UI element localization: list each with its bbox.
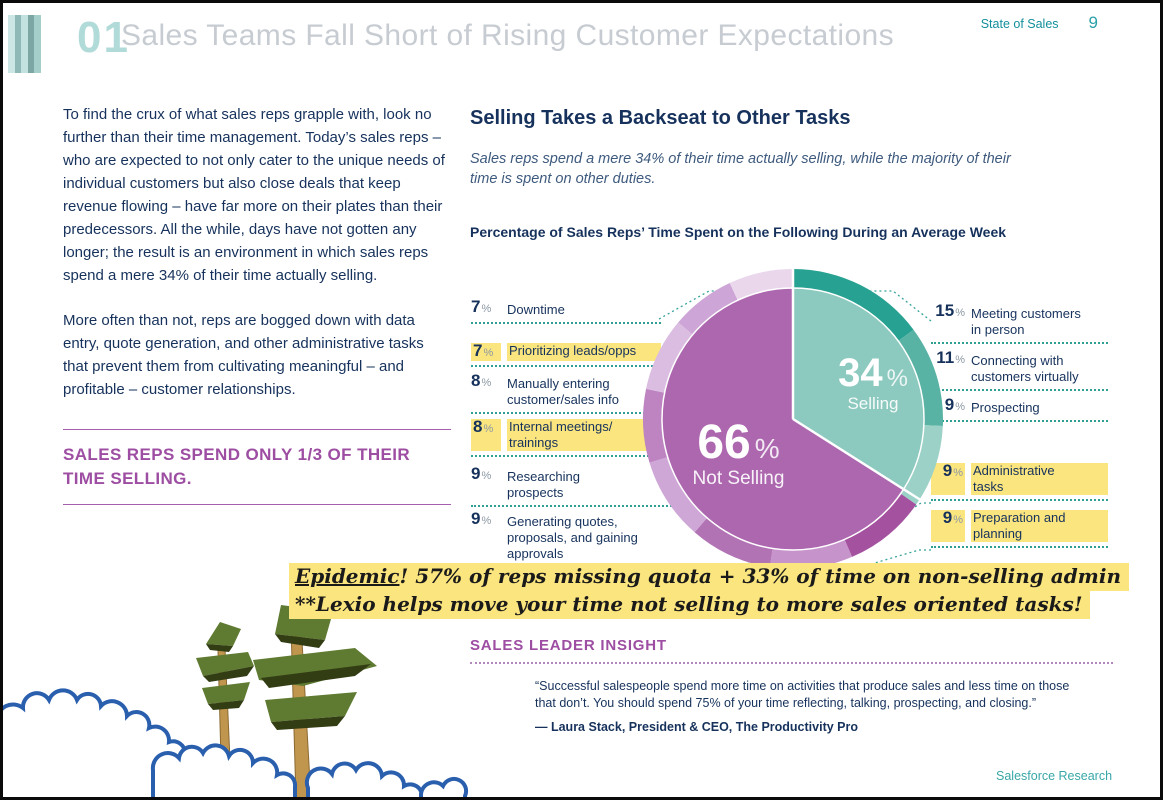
insight-quote: “Successful salespeople spend more time …	[535, 679, 1070, 710]
chart-label-row: 9% Administrative tasks	[931, 462, 1108, 501]
annotation-line-1: Epidemic! 57% of reps missing quota + 33…	[289, 563, 1129, 591]
handwritten-annotation: Epidemic! 57% of reps missing quota + 33…	[289, 563, 1129, 619]
clouds-decoration	[3, 688, 469, 797]
pie-label-selling: 34% Selling	[808, 353, 938, 414]
selling-label: Selling	[847, 394, 899, 413]
chart-label-row: 9% Prospecting	[931, 395, 1108, 422]
small-tree-icon	[196, 622, 254, 761]
label-text: Manually entering customer/sales info	[507, 376, 619, 407]
label-value: 9%	[931, 509, 965, 542]
not-selling-label: Not Selling	[692, 468, 785, 489]
label-text: Generating quotes, proposals, and gainin…	[507, 514, 638, 561]
label-text: Prospecting	[971, 400, 1040, 415]
trees-clouds-illustration	[3, 605, 469, 797]
chart-label-row: 8% Internal meetings/ trainings	[471, 418, 657, 457]
chart-label-row: 9% Researching prospects	[471, 464, 703, 507]
annotation-line-2: **Lexio helps move your time not selling…	[289, 591, 1091, 619]
chart-title: Percentage of Sales Reps’ Time Spent on …	[470, 224, 1007, 240]
insight-divider	[470, 662, 1113, 664]
header-stripes-decoration	[8, 15, 41, 73]
label-value: 8%	[471, 371, 492, 390]
chart-label-row: 9% Generating quotes, proposals, and gain…	[471, 509, 755, 568]
page-number: 9	[1088, 13, 1098, 32]
sales-leader-insight: SALES LEADER INSIGHT “Successful salespe…	[470, 637, 1113, 734]
insight-attribution: — Laura Stack, President & CEO, The Prod…	[535, 720, 858, 734]
not-selling-percent-value: 66	[697, 416, 751, 469]
intro-paragraph-1: To find the crux of what sales reps grap…	[63, 106, 445, 284]
report-name: State of Sales	[980, 17, 1059, 31]
chart-label-row: 15% Meeting customers in person	[931, 301, 1108, 344]
label-value: 15%	[935, 301, 965, 320]
annotation-lead-word: Epidemic	[295, 564, 400, 588]
chart-label-row: 9% Preparation and planning	[931, 509, 1108, 548]
pie-chart: 7% Downtime 7% Prioritizing leads/opps 8% Man…	[463, 261, 1113, 573]
chart-label-row: 11% Connecting with customers virtually	[931, 348, 1108, 391]
chart-label-row: 7% Prioritizing leads/opps	[471, 342, 661, 367]
label-text: Administrative tasks	[971, 463, 1108, 495]
pie-chart-graphic	[643, 269, 944, 569]
footer-brand: Salesforce Research	[996, 769, 1113, 783]
page-title: Sales Teams Fall Short of Rising Custome…	[121, 19, 895, 52]
label-value: 8%	[471, 418, 501, 451]
intro-paragraph-2: More often than not, reps are bogged dow…	[63, 312, 424, 398]
report-meta: State of Sales 9	[981, 13, 1098, 33]
section-heading: Selling Takes a Backseat to Other Tasks	[470, 107, 851, 129]
label-value: 9%	[931, 462, 965, 495]
label-text: Preparation and planning	[971, 510, 1108, 542]
label-value: 9%	[471, 509, 492, 528]
label-text: Researching prospects	[507, 469, 580, 500]
selling-percent-sign: %	[886, 365, 908, 392]
label-value: 7%	[471, 297, 492, 316]
label-value: 7%	[471, 342, 501, 361]
section-subheading: Sales reps spend a mere 34% of their tim…	[470, 151, 1011, 187]
section-number: 01	[77, 13, 130, 62]
annotation-line-1-rest: ! 57% of reps missing quota + 33% of tim…	[399, 564, 1121, 588]
label-text: Prioritizing leads/opps	[507, 343, 661, 361]
chart-label-row: 7% Downtime	[471, 297, 661, 324]
label-value: 11%	[936, 348, 965, 367]
label-text: Internal meetings/ trainings	[507, 419, 657, 451]
label-text: Meeting customers in person	[971, 306, 1081, 337]
insight-heading: SALES LEADER INSIGHT	[470, 637, 667, 654]
chart-label-row: 8% Manually entering customer/sales info	[471, 371, 661, 414]
label-text: Downtime	[507, 302, 565, 317]
label-text: Connecting with customers virtually	[971, 353, 1079, 384]
selling-percent-value: 34	[838, 351, 883, 395]
label-value: 9%	[944, 395, 965, 414]
intro-text-column: To find the crux of what sales reps grap…	[63, 103, 451, 505]
not-selling-percent-sign: %	[754, 433, 780, 464]
label-value: 9%	[471, 464, 492, 483]
pie-label-not-selling: 66% Not Selling	[661, 419, 816, 490]
key-stat-callout: SALES REPS SPEND ONLY 1/3 OF THEIR TIME …	[63, 429, 451, 505]
